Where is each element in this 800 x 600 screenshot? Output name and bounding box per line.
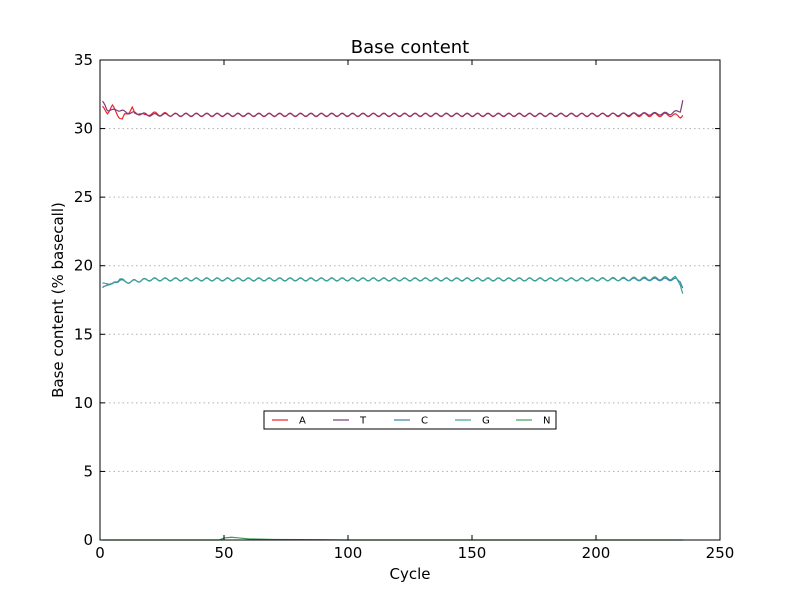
series-line-g xyxy=(102,275,684,294)
legend-label-n: N xyxy=(543,416,550,427)
plot-frame xyxy=(99,59,721,541)
x-axis-label: Cycle xyxy=(390,565,431,583)
y-axis-label: Base content (% basecall) xyxy=(49,202,67,398)
series-lines xyxy=(101,100,684,541)
legend-label-a: A xyxy=(299,416,306,427)
y-tick-label: 5 xyxy=(83,462,93,480)
x-tick-label: 100 xyxy=(334,544,363,562)
y-tick-label: 0 xyxy=(83,531,93,549)
y-tick-label: 25 xyxy=(74,188,93,206)
x-tick-label: 200 xyxy=(582,544,611,562)
y-tick-label: 35 xyxy=(74,51,93,69)
chart-title: Base content xyxy=(351,37,469,58)
x-tick-label: 150 xyxy=(458,544,487,562)
plot-area xyxy=(100,60,720,540)
x-tick-label: 250 xyxy=(706,544,735,562)
y-tick-label: 20 xyxy=(74,257,93,275)
legend-label-t: T xyxy=(359,416,367,427)
y-tick-label: 15 xyxy=(74,325,93,343)
legend-label-c: C xyxy=(421,416,428,427)
x-tick-label: 0 xyxy=(95,544,105,562)
y-tick-label: 10 xyxy=(74,394,93,412)
axis-ticks: 0 5 10 15 20 25 30 35 0 50 100 150 200 250 xyxy=(74,51,734,562)
y-tick-label: 30 xyxy=(74,120,93,138)
x-tick-label: 50 xyxy=(214,544,233,562)
legend-label-g: G xyxy=(482,416,490,427)
series-line-t xyxy=(101,100,684,117)
